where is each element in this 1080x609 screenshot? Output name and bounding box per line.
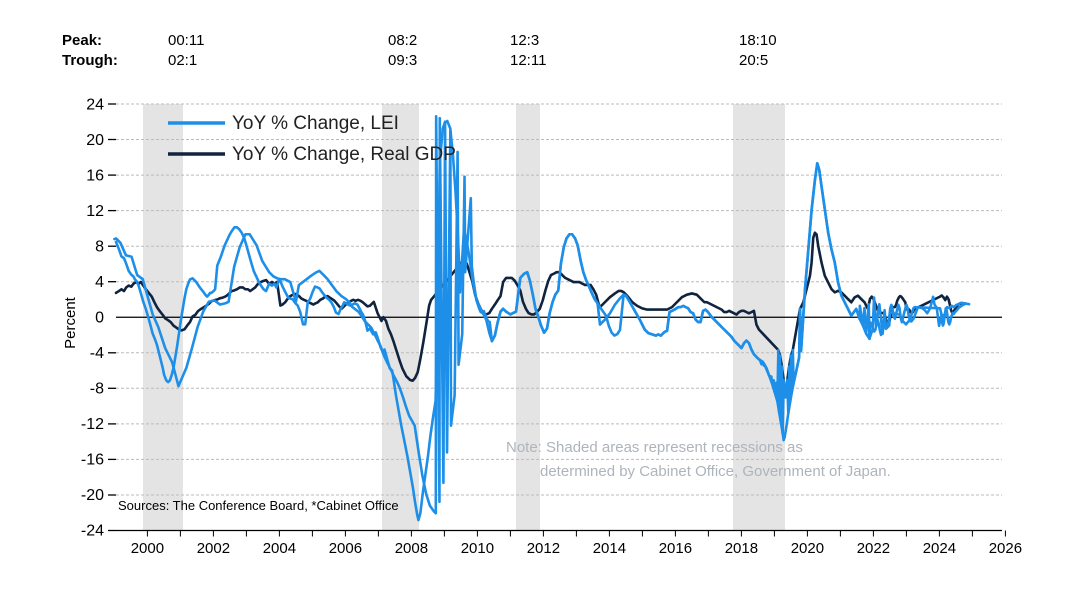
svg-text:2022: 2022 [857, 540, 890, 557]
svg-text:12: 12 [86, 203, 104, 220]
svg-text:2012: 2012 [527, 540, 560, 557]
svg-text:-16: -16 [81, 452, 104, 469]
svg-text:Trough:: Trough: [62, 52, 118, 69]
svg-text:2024: 2024 [923, 540, 956, 557]
svg-text:2006: 2006 [329, 540, 362, 557]
svg-text:2002: 2002 [197, 540, 230, 557]
svg-text:20:5: 20:5 [739, 52, 768, 69]
svg-text:2004: 2004 [263, 540, 296, 557]
svg-text:YoY % Change, LEI: YoY % Change, LEI [232, 113, 399, 134]
svg-text:12:3: 12:3 [510, 32, 539, 49]
svg-text:12:11: 12:11 [510, 52, 546, 69]
svg-text:-4: -4 [90, 345, 104, 362]
svg-text:24: 24 [86, 97, 104, 114]
svg-text:16: 16 [86, 168, 104, 185]
svg-text:-12: -12 [81, 416, 104, 433]
svg-text:08:2: 08:2 [388, 32, 417, 49]
svg-text:00:11: 00:11 [168, 32, 204, 49]
svg-text:02:1: 02:1 [168, 52, 197, 69]
svg-text:2014: 2014 [593, 540, 626, 557]
svg-text:determined by Cabinet Office,: determined by Cabinet Office, Government… [540, 463, 891, 480]
svg-text:2010: 2010 [461, 540, 494, 557]
svg-text:Sources: The Conference Board,: Sources: The Conference Board, *Cabinet … [118, 498, 399, 513]
svg-text:Peak:: Peak: [62, 32, 102, 49]
svg-text:Note: Shaded areas represent r: Note: Shaded areas represent recessions … [506, 439, 803, 456]
svg-text:8: 8 [95, 239, 104, 256]
svg-text:2016: 2016 [659, 540, 692, 557]
svg-text:18:10: 18:10 [739, 32, 777, 49]
svg-text:20: 20 [86, 132, 104, 149]
svg-text:-20: -20 [81, 487, 104, 504]
svg-text:-24: -24 [81, 523, 104, 540]
svg-text:2020: 2020 [791, 540, 824, 557]
svg-text:-8: -8 [90, 381, 104, 398]
svg-text:YoY % Change, Real GDP: YoY % Change, Real GDP [232, 144, 456, 165]
svg-text:2008: 2008 [395, 540, 428, 557]
svg-text:2026: 2026 [989, 540, 1022, 557]
svg-text:4: 4 [95, 274, 104, 291]
svg-text:Percent: Percent [62, 296, 79, 349]
svg-text:2018: 2018 [725, 540, 758, 557]
svg-text:2000: 2000 [131, 540, 164, 557]
svg-text:0: 0 [95, 310, 104, 327]
svg-text:09:3: 09:3 [388, 52, 417, 69]
